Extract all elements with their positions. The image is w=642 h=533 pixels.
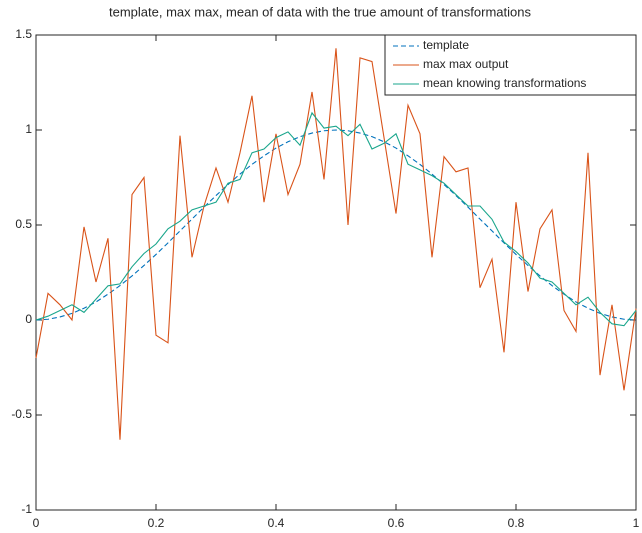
- y-tick-label: 1.5: [15, 27, 32, 41]
- x-tick-label: 0.8: [508, 516, 525, 530]
- x-tick-label: 0: [33, 516, 40, 530]
- x-tick-label: 0.2: [148, 516, 165, 530]
- series-line: [35, 129, 637, 321]
- x-tick-label: 1: [633, 516, 640, 530]
- y-tick-label: -0.5: [11, 407, 32, 421]
- series-line: [35, 48, 637, 440]
- legend-label: template: [423, 38, 469, 52]
- y-tick-label: 0: [25, 312, 32, 326]
- series-line: [35, 111, 637, 327]
- x-tick-label: 0.6: [388, 516, 405, 530]
- chart-title: template, max max, mean of data with the…: [109, 4, 531, 19]
- legend-box: [384, 34, 637, 96]
- y-tick-label: 0.5: [15, 217, 32, 231]
- y-tick-label: -1: [21, 502, 32, 516]
- y-tick-label: 1: [25, 122, 32, 136]
- x-tick-label: 0.4: [268, 516, 285, 530]
- legend-label: max max output: [423, 57, 509, 71]
- axes-box: [35, 34, 637, 511]
- legend-label: mean knowing transformations: [423, 76, 586, 90]
